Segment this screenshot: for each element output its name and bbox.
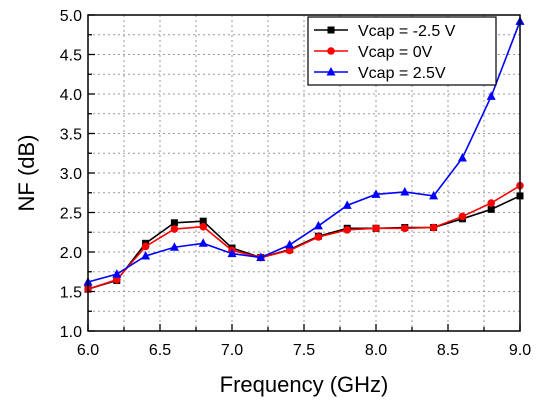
data-point-square	[170, 219, 178, 227]
series-3	[83, 16, 525, 286]
x-tick-labels: 6.0 6.5 7.0 7.5 8.0 8.5 9.0	[77, 342, 531, 359]
y-tick-label: 2.0	[60, 245, 82, 262]
data-point-triangle	[141, 250, 151, 260]
data-point-triangle	[457, 152, 467, 162]
x-tick-label: 6.5	[149, 342, 171, 359]
y-tick-labels: 1.0 1.5 2.0 2.5 3.0 3.5 4.0 4.5 5.0	[60, 8, 82, 341]
data-point-triangle	[342, 200, 352, 209]
x-tick-label: 8.5	[437, 342, 459, 359]
y-tick-label: 1.0	[60, 324, 82, 341]
data-point-triangle	[429, 190, 439, 200]
legend-item: Vcap = 2.5V	[314, 65, 446, 82]
data-point-circle	[141, 242, 150, 251]
data-point-triangle	[486, 91, 496, 100]
x-axis-title: Frequency (GHz)	[220, 372, 389, 397]
data-point-triangle	[371, 189, 381, 198]
data-point-triangle	[256, 252, 266, 262]
data-point-triangle	[112, 269, 122, 278]
data-point-triangle	[285, 239, 295, 249]
data-point-circle	[429, 223, 438, 232]
data-point-triangle	[326, 67, 336, 76]
y-tick-label: 4.0	[60, 87, 82, 104]
data-point-circle	[199, 222, 207, 231]
y-tick-label: 4.5	[60, 48, 82, 65]
data-point-circle	[458, 212, 467, 221]
data-point-square	[199, 217, 207, 225]
legend-item: Vcap = 0V	[314, 44, 433, 61]
y-tick-label: 5.0	[60, 8, 82, 25]
data-point-circle	[343, 226, 352, 234]
series-layer	[83, 16, 525, 293]
data-point-circle	[372, 224, 380, 233]
y-tick-label: 1.5	[60, 285, 82, 302]
x-tick-label: 8.0	[365, 342, 387, 359]
data-point-circle	[314, 233, 323, 241]
series-line	[87, 184, 521, 290]
series-2	[84, 181, 524, 293]
y-tick-label: 3.5	[60, 127, 82, 144]
x-tick-label: 7.5	[293, 342, 315, 359]
legend-item: Vcap = -2.5 V	[314, 23, 456, 40]
data-point-triangle	[227, 248, 237, 258]
data-point-circle	[285, 246, 294, 255]
series-line	[87, 21, 521, 283]
x-tick-label: 6.0	[77, 342, 99, 359]
x-tick-label: 7.0	[221, 342, 243, 359]
data-point-circle	[327, 47, 335, 55]
y-tick-label: 2.5	[60, 206, 82, 223]
data-point-circle	[170, 225, 179, 233]
legend-label: Vcap = 0V	[358, 44, 433, 61]
data-point-triangle	[169, 242, 179, 251]
axis-ticks	[87, 14, 521, 332]
data-point-triangle	[400, 186, 410, 196]
y-tick-label: 3.0	[60, 166, 82, 183]
legend: Vcap = -2.5 V Vcap = 0V Vcap = 2.5V	[307, 16, 497, 86]
data-point-square	[327, 26, 335, 34]
legend-label: Vcap = -2.5 V	[358, 23, 456, 40]
series-1	[84, 192, 524, 293]
data-point-square	[487, 205, 495, 213]
data-point-circle	[487, 199, 496, 207]
y-axis-title: NF (dB)	[14, 135, 39, 212]
data-point-circle	[113, 275, 121, 284]
data-point-triangle	[198, 238, 208, 247]
legend-label: Vcap = 2.5V	[358, 65, 446, 82]
x-tick-label: 9.0	[509, 342, 531, 359]
data-point-triangle	[313, 220, 323, 230]
data-point-circle	[401, 224, 409, 233]
